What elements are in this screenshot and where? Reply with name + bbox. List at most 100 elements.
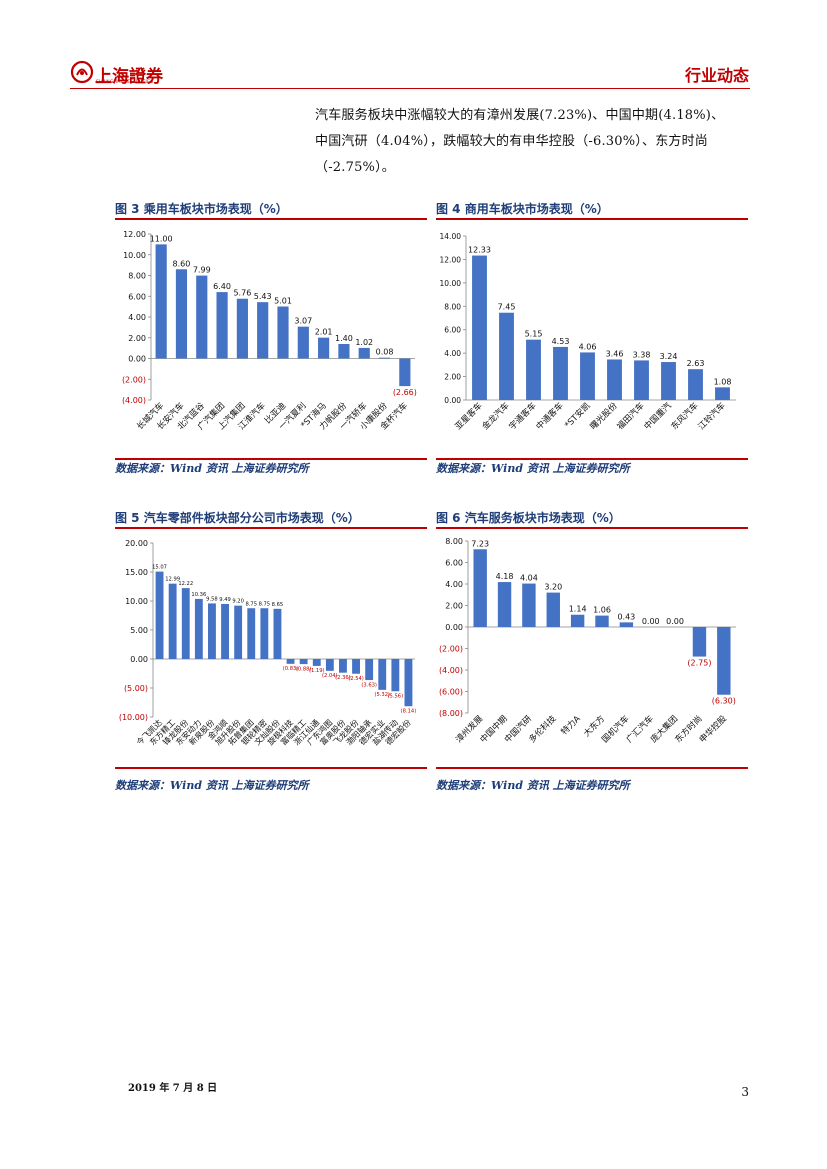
figure-title-rule	[115, 527, 427, 529]
data-label: 8.65	[272, 601, 284, 607]
data-label: 1.40	[335, 333, 353, 342]
data-label: 12.33	[468, 245, 491, 254]
bar	[221, 603, 229, 659]
data-label: 4.53	[552, 336, 570, 345]
data-label: 3.20	[544, 582, 562, 591]
y-tick-label: (2.00)	[439, 644, 463, 653]
bar	[378, 357, 391, 358]
data-label: 8.75	[259, 601, 271, 607]
logo-text: 上海證券	[95, 67, 163, 87]
y-tick-label: (2.00)	[122, 375, 146, 384]
y-tick-label: 10.00	[440, 278, 462, 287]
figure-source-rule	[115, 458, 427, 460]
figure-source-rule	[436, 458, 748, 460]
y-tick-label: 4.00	[444, 349, 461, 358]
figure-source-rule	[436, 767, 748, 769]
bar	[286, 658, 295, 664]
bar	[338, 343, 350, 358]
figure-title: 图 6 汽车服务板块市场表现（%）	[436, 511, 621, 525]
bar	[522, 583, 536, 627]
bar	[352, 658, 360, 674]
y-tick-label: 8.00	[444, 302, 461, 311]
bar	[339, 658, 347, 673]
y-tick-label: 12.00	[123, 230, 146, 239]
bar	[499, 312, 514, 400]
data-label: 5.01	[274, 296, 292, 305]
figure-title-rule	[436, 527, 748, 529]
data-label: 10.36	[191, 591, 206, 597]
data-label: 1.02	[355, 337, 373, 346]
data-label: 1.08	[714, 377, 732, 386]
report-date: 2019 年 7 月 8 日	[128, 1083, 218, 1094]
bar	[546, 592, 560, 627]
chart-auto-parts: 20.00 15.00 10.00 5.00 0.00 (5.00) (10.00) 15.0…	[119, 539, 417, 747]
bar	[553, 346, 568, 400]
figure-title-rule	[436, 218, 748, 220]
data-label: 1.14	[569, 604, 587, 613]
y-tick-label: 6.00	[444, 325, 461, 334]
data-label: (0.88)	[296, 666, 312, 672]
bar	[526, 339, 541, 400]
data-label: 9.20	[232, 598, 244, 604]
data-label: 11.00	[150, 234, 173, 243]
bar	[595, 615, 609, 627]
data-label: (0.83)	[283, 666, 299, 672]
body-paragraph: 汽车服务板块中涨幅较大的有漳州发展(7.23%)、中国中期(4.18%)、 中国…	[315, 103, 750, 181]
chart-auto-service: 8.00 6.00 4.00 2.00 0.00 (2.00) (4.00) (6.00) (8…	[439, 537, 736, 745]
figure-source-rule	[115, 767, 427, 769]
data-label: 6.40	[213, 282, 231, 291]
figure-source: 数据来源：Wind 资讯 上海证券研究所	[436, 778, 630, 792]
bar	[297, 326, 309, 358]
data-label: 7.45	[498, 302, 516, 311]
chart-commercial-vehicle: 14.00 12.00 10.00 8.00 6.00 4.00 2.00 0.00 12.33…	[440, 232, 736, 432]
bar	[260, 607, 269, 659]
y-tick-label: 2.00	[445, 601, 463, 610]
bar	[715, 386, 730, 400]
logo-emblem-icon	[70, 60, 94, 84]
category-label: 多伦科技	[527, 713, 559, 745]
bar	[404, 658, 413, 706]
data-label: (1.19)	[309, 668, 325, 674]
bar	[570, 614, 585, 627]
bar	[299, 658, 308, 664]
data-label: 4.18	[496, 572, 514, 581]
data-label: 0.00	[642, 617, 660, 626]
category-label: 曙光股份	[588, 400, 620, 432]
chart-passenger-car: 12.00 10.00 8.00 6.00 4.00 2.00 0.00 (2.00) (4.0…	[122, 230, 417, 432]
data-label: 9.49	[219, 596, 231, 602]
bar	[181, 587, 190, 659]
data-label: 0.08	[376, 347, 394, 356]
data-label: 2.01	[315, 327, 333, 336]
data-label: 3.24	[660, 352, 678, 361]
page-number: 3	[741, 1085, 749, 1099]
paragraph-line: 中国汽研（4.04%），跌幅较大的有申华控股（-6.30%）、东方时尚	[315, 134, 708, 149]
y-tick-label: (6.00)	[439, 687, 463, 696]
data-label: 8.60	[173, 259, 191, 268]
figure-title-rule	[115, 218, 427, 220]
y-tick-label: 2.00	[444, 372, 461, 381]
y-tick-label: (10.00)	[119, 713, 148, 722]
company-logo: 上海證券 SHANGHAI SECURITIES	[70, 60, 180, 87]
data-label: (5.56)	[388, 693, 404, 699]
y-tick-label: 0.00	[128, 354, 146, 363]
figure-3: 图 3 乘用车板块市场表现（%） 12.00 10.00 8.00 6.00 4.00 2…	[115, 200, 427, 476]
figure-4: 图 4 商用车板块市场表现（%） 14.00 12.00 10.00 8.00 6.00…	[436, 200, 748, 476]
bar	[155, 571, 164, 659]
data-label: 5.76	[233, 288, 251, 297]
data-label: 3.07	[294, 316, 312, 325]
bar	[194, 598, 203, 659]
bar	[607, 358, 622, 400]
y-tick-label: (4.00)	[439, 666, 463, 675]
data-label: (8.14)	[401, 708, 417, 714]
data-label: (2.66)	[393, 388, 417, 397]
figure-title: 图 4 商用车板块市场表现（%）	[436, 202, 609, 216]
bar	[257, 301, 269, 358]
y-tick-label: 12.00	[440, 255, 462, 264]
bar	[580, 351, 595, 400]
bar	[236, 298, 248, 358]
data-label: (2.04)	[322, 673, 338, 679]
data-label: 5.43	[254, 292, 272, 301]
y-tick-label: 6.00	[445, 558, 463, 567]
bar	[155, 243, 167, 358]
category-label: 宇通客车	[507, 400, 539, 432]
